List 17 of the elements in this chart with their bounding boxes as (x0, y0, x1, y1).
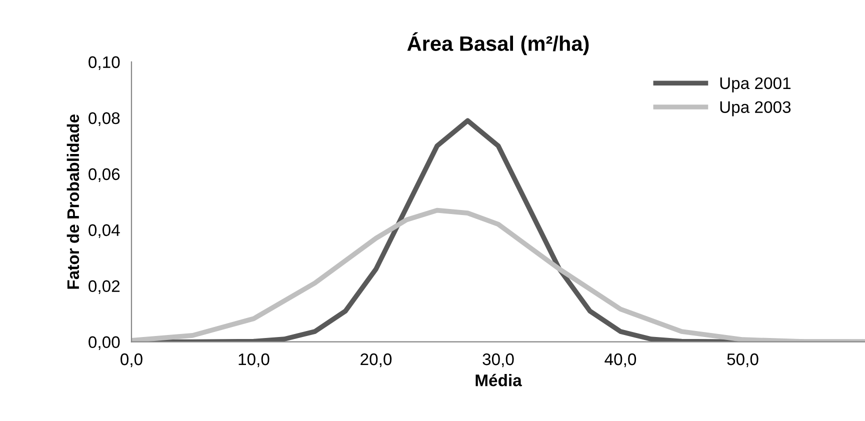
x-axis-title: Média (476, 374, 522, 386)
y-tick-label: 0,04 (88, 224, 120, 238)
y-axis-title: Fator de Probablidade (66, 114, 80, 289)
y-tick-label: 0,08 (88, 112, 120, 126)
x-tick-label: 20,0 (360, 353, 392, 368)
x-tick-label: 50,0 (727, 353, 758, 368)
x-tick-label: 30,0 (482, 353, 514, 368)
x-tick-label: 10,0 (238, 353, 270, 368)
y-tick-label: 0,00 (88, 336, 120, 350)
x-tick-label: 0,0 (120, 353, 142, 368)
legend-label: Upa 2003 (720, 101, 791, 116)
chart-title: Área Basal (m²/ha) (407, 32, 589, 56)
y-tick-label: 0,10 (88, 56, 120, 70)
y-tick-label: 0,02 (88, 280, 120, 294)
legend-label: Upa 2001 (720, 77, 791, 92)
y-tick-label: 0,06 (88, 168, 120, 182)
x-tick-label: 40,0 (604, 353, 636, 368)
